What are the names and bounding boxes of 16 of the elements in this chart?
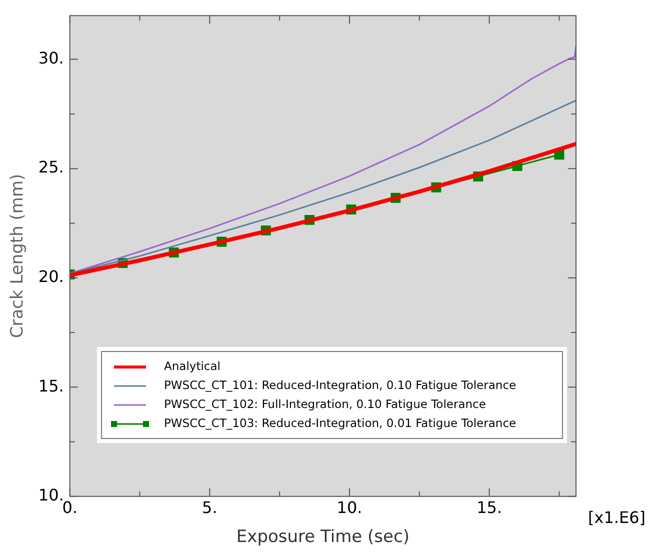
y-tick-label: 15. bbox=[38, 376, 64, 396]
x-tick-label: 0. bbox=[62, 498, 78, 518]
y-tick-label: 20. bbox=[38, 267, 64, 286]
x-axis-title: Exposure Time (sec) bbox=[236, 527, 410, 548]
y-tick-label: 25. bbox=[38, 158, 64, 177]
legend-label: Analytical bbox=[164, 358, 220, 375]
text: [x1.E6] bbox=[588, 508, 646, 527]
legend-label: PWSCC_CT_101: Reduced-Integration, 0.10 Fatigue Tolerance bbox=[164, 377, 516, 394]
x-tick-label: 10. bbox=[336, 498, 362, 518]
x-tick-label: 15. bbox=[476, 498, 502, 518]
x-tick-label: 5. bbox=[202, 498, 218, 518]
y-tick-label: 30. bbox=[38, 48, 64, 68]
y-axis-title: Crack Length (mm) bbox=[8, 174, 28, 338]
y-tick-label: 10. bbox=[38, 486, 64, 505]
legend-label: PWSCC_CT_103: Reduced-Integration, 0.01 Fatigue Tolerance bbox=[164, 415, 516, 432]
legend-label: PWSCC_CT_102: Full-Integration, 0.10 Fatigue Tolerance bbox=[164, 396, 486, 413]
